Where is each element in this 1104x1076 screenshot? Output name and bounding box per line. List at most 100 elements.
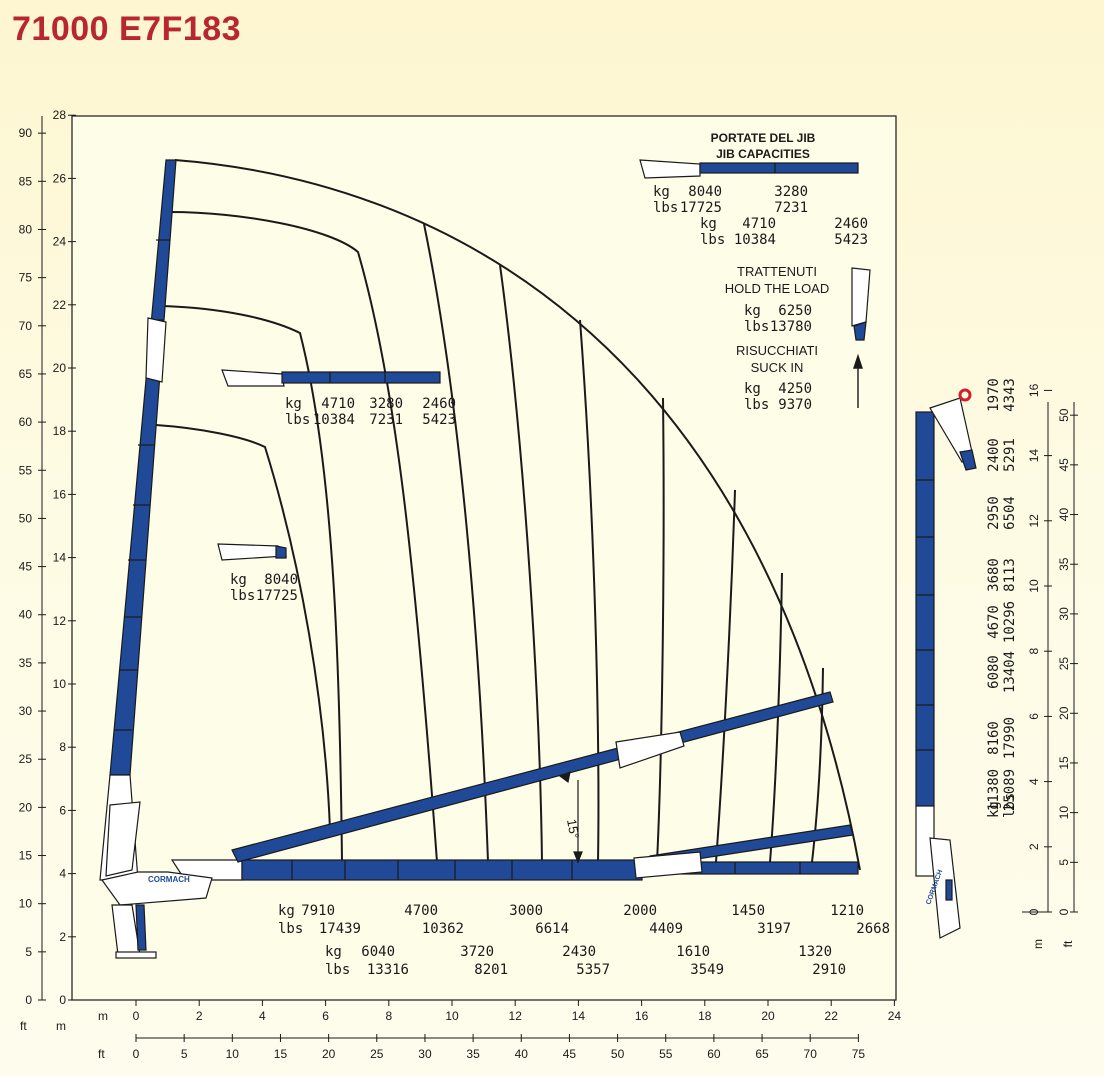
arc-2 — [162, 305, 343, 863]
x-m-tick-label: 14 — [572, 1009, 586, 1023]
x-m-tick-label: 24 — [888, 1009, 902, 1023]
jib-load-kg: 3280 — [369, 396, 403, 412]
jib-cap-kg: 2460 — [834, 216, 868, 232]
unit-lbs: lbs — [278, 921, 303, 937]
unit-kg: kg — [700, 216, 717, 232]
unit-lbs: lbs — [325, 962, 350, 978]
hook-icon — [958, 388, 972, 402]
y-ft-tick-label: 35 — [19, 656, 33, 670]
y-m-tick-label: 4 — [59, 867, 66, 881]
right-ft-tick-label: 30 — [1057, 607, 1071, 621]
y-m-tick-label: 20 — [53, 361, 67, 375]
arc-5 — [499, 264, 543, 863]
unit-lbs: lbs — [653, 200, 678, 216]
right-m-tick-label: 8 — [1027, 648, 1041, 655]
y-m-tick-label: 10 — [53, 677, 67, 691]
right-load-kg: 3680 — [986, 558, 1002, 592]
x-ft-tick-label: 70 — [804, 1047, 818, 1061]
load-kg: 1210 — [830, 903, 864, 919]
y-ft-tick-label: 50 — [19, 511, 33, 525]
unit-lbs: lbs — [744, 319, 769, 335]
right-ft-tick-label: 45 — [1057, 458, 1071, 472]
load-kg: 6040 — [361, 944, 395, 960]
unit-lbs: lbs — [285, 412, 310, 428]
unit-kg: kg — [744, 303, 761, 319]
right-ft-tick-label: 20 — [1057, 706, 1071, 720]
x-m-tick-label: 10 — [445, 1009, 459, 1023]
load-kg: 2430 — [562, 944, 596, 960]
jib-cap-lbs: 10384 — [734, 232, 776, 248]
y-m-tick-label: 26 — [53, 171, 67, 185]
jib-cap-lbs: 5423 — [834, 232, 868, 248]
right-m-tick-label: 2 — [1027, 843, 1041, 850]
load-kg: 3720 — [460, 944, 494, 960]
y-ft-tick-label: 40 — [19, 608, 33, 622]
right-load-lbs: 8113 — [1002, 558, 1018, 592]
right-ft-tick-label: 15 — [1057, 756, 1071, 770]
unit-lbs: lbs — [700, 232, 725, 248]
suck-kg: 4250 — [778, 381, 812, 397]
x-ft-tick-label: 20 — [322, 1047, 336, 1061]
right-m-tick-label: 16 — [1027, 383, 1041, 397]
load-lbs: 8201 — [474, 962, 508, 978]
short-load-kg: 8040 — [264, 572, 298, 588]
right-ft-unit: ft — [1061, 940, 1075, 947]
y-ft-tick-label: 90 — [19, 126, 33, 140]
x-ft-tick-label: 5 — [181, 1047, 188, 1061]
jib-cap-lbs: 17725 — [680, 200, 722, 216]
angle-marker — [558, 771, 583, 864]
right-load-kg: 2950 — [986, 496, 1002, 530]
x-ft-tick-label: 0 — [133, 1047, 140, 1061]
load-lbs: 2910 — [812, 962, 846, 978]
x-ft-tick-label: 35 — [466, 1047, 480, 1061]
right-m-tick-label: 10 — [1027, 579, 1041, 593]
jib-vertical-icon — [851, 267, 871, 341]
y-m-tick-label: 16 — [53, 487, 67, 501]
x-ft-tick-label: 45 — [563, 1047, 577, 1061]
unit-kg: kg — [744, 381, 761, 397]
load-kg: 2000 — [623, 903, 657, 919]
right-load-kg: 2400 — [986, 438, 1002, 472]
load-lbs: 4409 — [649, 921, 683, 937]
x-m-tick-label: 18 — [698, 1009, 712, 1023]
y-ft-tick-label: 0 — [25, 993, 32, 1007]
arc-3 — [155, 424, 331, 831]
right-load-kg: 6080 — [986, 655, 1002, 689]
hold-lbs: 13780 — [770, 319, 812, 335]
jib-cap-kg: 4710 — [742, 216, 776, 232]
x-m-tick-label: 0 — [133, 1009, 140, 1023]
y-ft-tick-label: 20 — [19, 800, 33, 814]
arrow-up — [853, 353, 863, 408]
y-m-tick-label: 6 — [59, 803, 66, 817]
y-ft-tick-label: 60 — [19, 415, 33, 429]
right-load-lbs: 6504 — [1002, 496, 1018, 530]
y-m-tick-label: 2 — [59, 930, 66, 944]
x-ft-tick-label: 10 — [226, 1047, 240, 1061]
short-load-lbs: 17725 — [256, 588, 298, 604]
right-load-kg: 11380 — [986, 769, 1002, 811]
x-m-tick-label: 20 — [761, 1009, 775, 1023]
right-load-lbs: 4343 — [1002, 378, 1018, 412]
crane-base — [100, 801, 213, 959]
load-lbs: 5357 — [576, 962, 610, 978]
y-ft-tick-label: 30 — [19, 704, 33, 718]
page-title: 71000 E7F183 — [12, 10, 242, 48]
x-m-tick-label: 6 — [322, 1009, 329, 1023]
x-m-tick-label: 4 — [259, 1009, 266, 1023]
right-ft-tick-label: 0 — [1057, 908, 1071, 915]
x-ft-tick-label: 50 — [611, 1047, 625, 1061]
load-kg: 4700 — [404, 903, 438, 919]
right-m-tick-label: 0 — [1027, 908, 1041, 915]
x-ft-unit: ft — [98, 1047, 105, 1061]
x-m-tick-label: 12 — [509, 1009, 523, 1023]
arc-4 — [423, 223, 489, 863]
right-unit-kg: kg — [986, 801, 1002, 818]
load-lbs: 3197 — [757, 921, 791, 937]
jib-caps-title-it: PORTATE DEL JIB — [711, 131, 816, 145]
angle-label: 15° — [564, 818, 582, 840]
arc-1 — [169, 211, 438, 863]
jib-cap-kg: 3280 — [774, 184, 808, 200]
y-m-tick-label: 28 — [53, 108, 67, 122]
